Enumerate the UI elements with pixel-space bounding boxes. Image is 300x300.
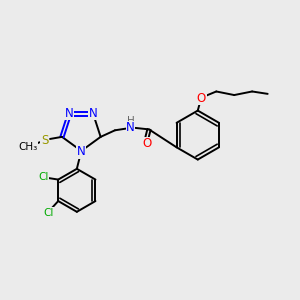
Text: S: S: [41, 134, 48, 147]
Text: O: O: [197, 92, 206, 104]
Text: N: N: [126, 122, 135, 134]
Text: H: H: [127, 116, 135, 126]
Text: N: N: [65, 107, 74, 120]
Text: O: O: [142, 137, 151, 150]
Text: N: N: [77, 145, 86, 158]
Text: CH₃: CH₃: [19, 142, 38, 152]
Text: Cl: Cl: [44, 208, 54, 218]
Text: N: N: [89, 107, 98, 120]
Text: Cl: Cl: [38, 172, 49, 182]
